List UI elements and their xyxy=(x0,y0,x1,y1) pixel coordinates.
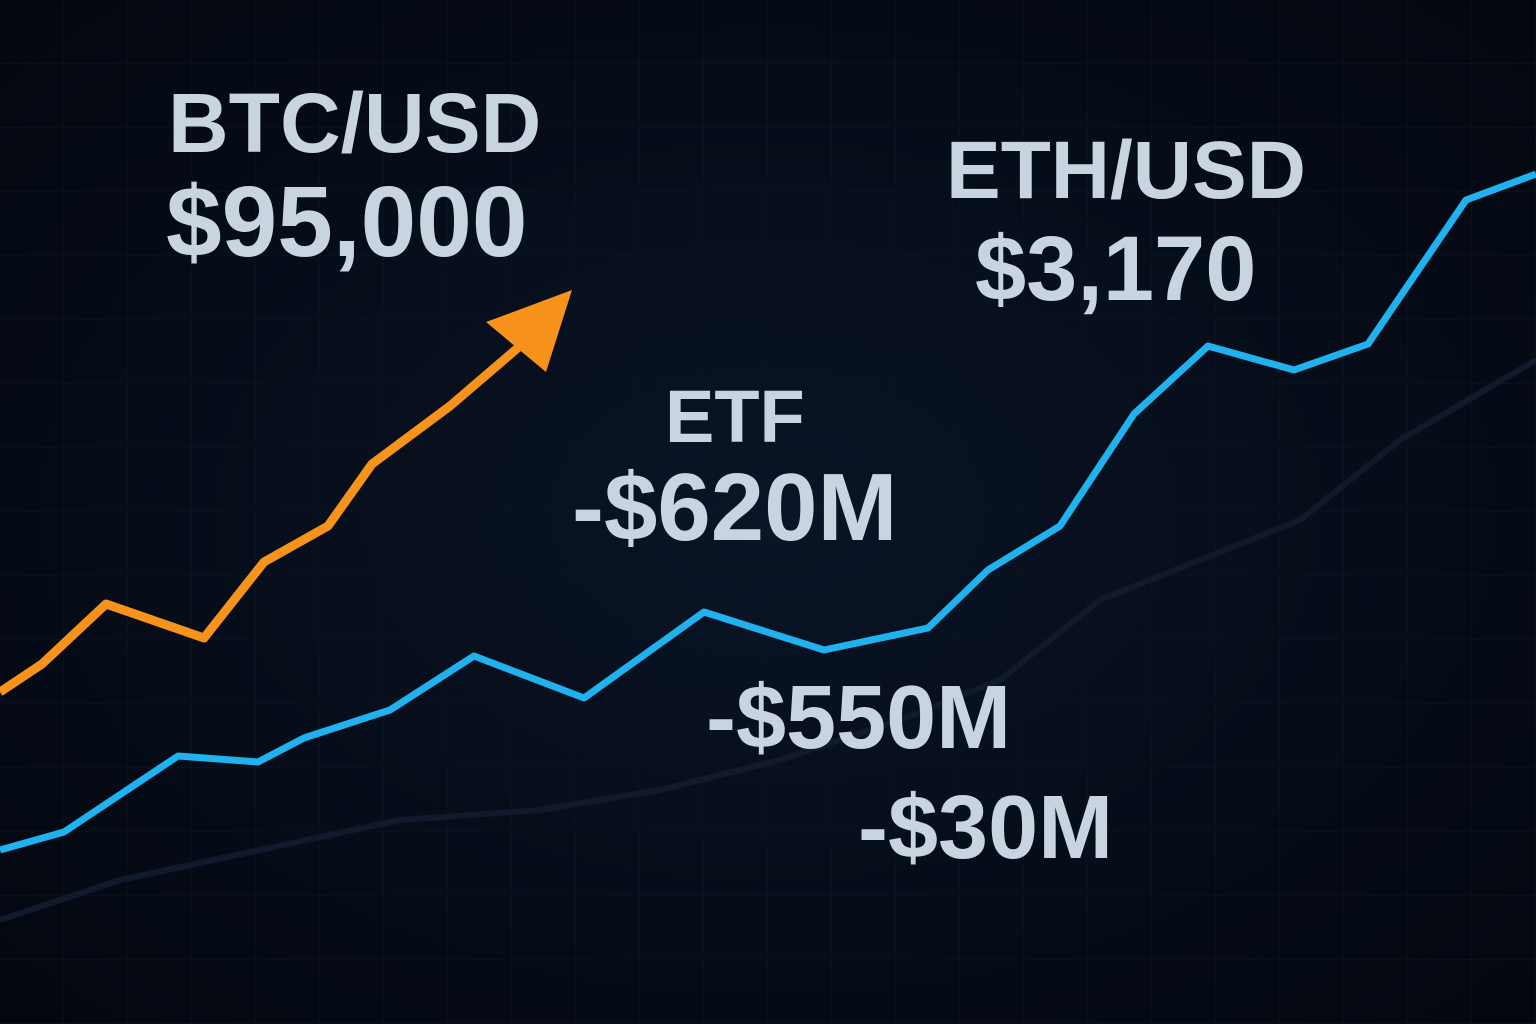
etf-flow: -$30M xyxy=(858,778,1113,878)
eth-price: $3,170 xyxy=(975,218,1256,320)
etf-flow: -$620M xyxy=(572,454,898,561)
btc-line xyxy=(0,342,523,696)
eth-line xyxy=(0,170,1536,854)
etf-title: ETF xyxy=(665,375,805,458)
faint-line xyxy=(0,357,1536,923)
eth-pair: ETH/USD xyxy=(946,125,1306,216)
btc-pair: BTC/USD xyxy=(168,76,541,170)
btc-price: $95,000 xyxy=(166,166,527,278)
etf-flow: -$550M xyxy=(706,668,1011,768)
btc-arrowhead xyxy=(486,290,572,372)
